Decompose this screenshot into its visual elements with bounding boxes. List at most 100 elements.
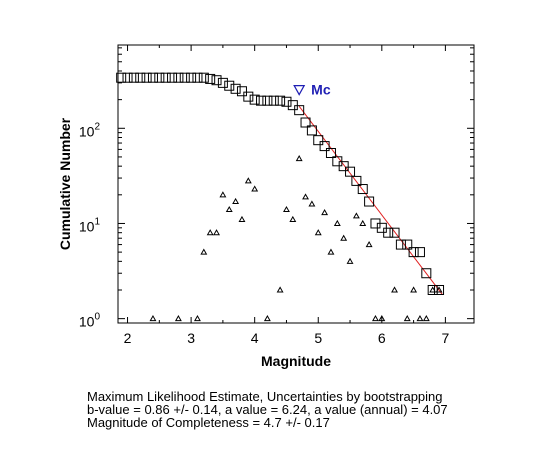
noncumulative-point	[416, 315, 424, 322]
noncumulative-point	[283, 205, 290, 213]
x-axis-title: Magnitude	[261, 353, 331, 369]
cumulative-point	[383, 227, 394, 238]
mc-annotation: Mc	[293, 82, 331, 98]
y-axis-title: Cumulative Number	[57, 117, 73, 250]
x-tick-label: 5	[314, 330, 322, 346]
noncumulative-point	[276, 286, 284, 293]
cumulative-point	[135, 72, 146, 83]
noncumulative-point	[422, 315, 430, 322]
cumulative-point	[306, 125, 317, 136]
cumulative-point	[167, 72, 178, 83]
cumulative-point	[173, 72, 184, 83]
cumulative-point	[300, 117, 311, 128]
y-tick-label: 102	[79, 121, 101, 139]
cumulative-point	[160, 72, 171, 83]
cumulative-point	[236, 86, 247, 97]
noncumulative-point	[333, 219, 341, 226]
caption-method: Maximum Likelihood Estimate, Uncertainti…	[87, 389, 443, 404]
cumulative-point	[128, 72, 139, 83]
cumulative-point	[198, 72, 209, 83]
x-tick-label: 6	[378, 330, 386, 346]
cumulative-point	[389, 227, 400, 238]
cumulative-point	[147, 72, 158, 83]
caption-bvalue: b-value = 0.86 +/- 0.14, a value = 6.24,…	[87, 402, 448, 417]
noncumulative-point	[232, 197, 240, 205]
cumulative-point	[268, 95, 279, 106]
axis-ticks	[118, 45, 474, 324]
cumulative-point	[243, 91, 254, 102]
y-tick-label: 100	[79, 312, 101, 330]
b-value-fit-line	[298, 106, 443, 295]
caption-completeness: Magnitude of Completeness = 4.7 +/- 0.17	[87, 415, 330, 430]
noncumulative-point	[372, 315, 379, 322]
noncumulative-point	[238, 215, 246, 223]
cumulative-series	[116, 72, 445, 295]
cumulative-point	[402, 239, 413, 250]
cumulative-point	[421, 268, 432, 279]
x-tick-label: 7	[441, 330, 449, 346]
noncumulative-point	[378, 315, 386, 322]
cumulative-point	[256, 95, 267, 106]
cumulative-point	[141, 72, 152, 83]
noncumulative-point	[289, 215, 297, 223]
mc-label: Mc	[311, 82, 331, 98]
x-tick-labels: 2 3 4 5 6 7	[124, 330, 450, 346]
noncumulative-point	[321, 209, 329, 216]
cumulative-point	[319, 141, 330, 152]
cumulative-point	[434, 284, 445, 295]
noncumulative-point	[435, 286, 443, 293]
y-tick-labels: 100 101 102	[79, 121, 101, 329]
noncumulative-point	[174, 315, 182, 322]
cumulative-point	[357, 184, 368, 195]
noncumulative-point	[263, 315, 271, 322]
cumulative-point	[154, 72, 165, 83]
cumulative-point	[281, 96, 292, 107]
noncumulative-point	[359, 219, 367, 226]
noncumulative-point	[219, 191, 227, 198]
noncumulative-point	[200, 248, 208, 255]
noncumulative-point	[295, 155, 303, 162]
noncumulative-point	[194, 315, 201, 322]
cumulative-point	[217, 77, 228, 88]
noncumulative-point	[327, 248, 335, 255]
noncumulative-point	[213, 229, 220, 236]
noncumulative-point	[346, 257, 354, 264]
noncumulative-point	[251, 185, 259, 192]
noncumulative-point	[225, 205, 233, 213]
non-cumulative-series	[149, 155, 443, 322]
noncumulative-point	[302, 193, 309, 200]
x-tick-label: 4	[251, 330, 259, 346]
noncumulative-point	[391, 286, 398, 293]
cumulative-point	[186, 72, 197, 83]
cumulative-point	[345, 166, 356, 177]
cumulative-point	[224, 80, 235, 91]
cumulative-point	[179, 72, 190, 83]
plot-frame	[117, 44, 475, 324]
noncumulative-point	[403, 315, 411, 322]
cumulative-point	[249, 94, 260, 105]
cumulative-point	[294, 105, 305, 116]
cumulative-point	[427, 284, 438, 295]
noncumulative-point	[206, 229, 214, 236]
cumulative-point	[122, 72, 133, 83]
noncumulative-point	[429, 286, 437, 293]
cumulative-point	[116, 72, 127, 83]
cumulative-point	[287, 100, 298, 111]
noncumulative-point	[352, 212, 360, 219]
cumulative-point	[408, 247, 419, 258]
mc-marker-icon	[293, 84, 306, 96]
noncumulative-point	[410, 286, 418, 293]
noncumulative-point	[308, 200, 316, 207]
noncumulative-point	[244, 177, 252, 184]
fit-line-layer	[298, 106, 443, 295]
noncumulative-point	[149, 315, 157, 322]
cumulative-point	[205, 73, 216, 84]
noncumulative-point	[340, 234, 348, 241]
cumulative-point	[211, 75, 222, 86]
cumulative-point	[192, 72, 203, 83]
cumulative-point	[230, 83, 241, 94]
noncumulative-point	[365, 240, 373, 248]
x-tick-label: 3	[187, 330, 195, 346]
cumulative-point	[275, 95, 286, 106]
